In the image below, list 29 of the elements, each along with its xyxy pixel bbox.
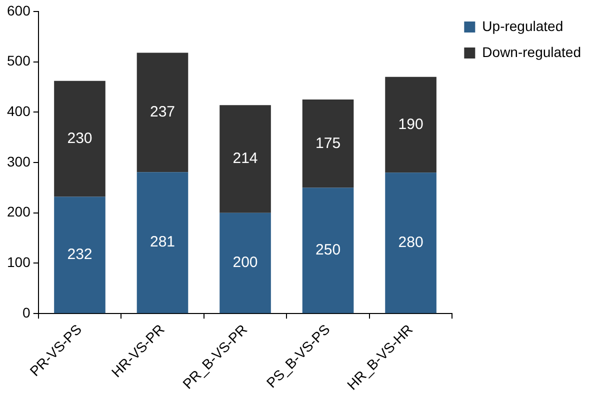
y-tick-label: 600 (7, 2, 31, 18)
data-label: 175 (316, 134, 341, 152)
data-label: 237 (150, 104, 176, 121)
legend-label: Down-regulated (482, 44, 582, 60)
y-tick-label: 300 (7, 153, 31, 170)
y-tick-label: 200 (7, 204, 31, 220)
bar (54, 196, 106, 314)
data-label: 214 (232, 150, 258, 168)
data-label: 280 (398, 234, 424, 251)
bar (220, 212, 271, 314)
legend-label: Up-regulated (482, 18, 564, 34)
y-tick-label: 100 (7, 254, 31, 270)
bar (302, 188, 354, 314)
bar (136, 52, 188, 172)
data-label: 190 (398, 116, 424, 133)
data-label: 230 (67, 130, 92, 147)
y-tick-label: 500 (7, 52, 31, 69)
bar (302, 100, 354, 188)
y-tick-label: 0 (22, 304, 31, 320)
bar (136, 172, 188, 314)
bar (385, 172, 436, 314)
bar (54, 80, 106, 197)
data-label: 232 (67, 246, 92, 264)
data-label: 250 (316, 242, 341, 259)
data-label: 281 (150, 234, 176, 251)
bar (385, 76, 436, 173)
y-tick-label: 400 (7, 103, 31, 119)
bar (220, 105, 271, 213)
data-label: 200 (232, 254, 258, 272)
